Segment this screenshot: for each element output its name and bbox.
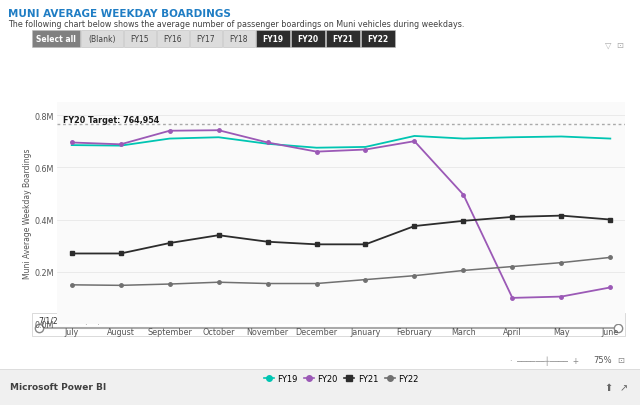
- Text: FY20: FY20: [298, 35, 319, 44]
- Text: ⬆: ⬆: [604, 382, 612, 392]
- FancyBboxPatch shape: [291, 31, 325, 48]
- Text: ▽: ▽: [605, 41, 611, 50]
- FancyBboxPatch shape: [190, 31, 222, 48]
- FancyBboxPatch shape: [81, 31, 123, 48]
- Legend: FY19, FY20, FY21, FY22: FY19, FY20, FY21, FY22: [260, 371, 422, 386]
- Text: FY16: FY16: [164, 35, 182, 44]
- Text: ⊡: ⊡: [616, 41, 623, 50]
- Text: (Blank): (Blank): [88, 35, 116, 44]
- FancyBboxPatch shape: [361, 31, 395, 48]
- Text: FY17: FY17: [196, 35, 215, 44]
- Text: ⊡: ⊡: [617, 356, 624, 364]
- Text: Microsoft Power BI: Microsoft Power BI: [10, 383, 106, 392]
- FancyBboxPatch shape: [223, 31, 255, 48]
- FancyBboxPatch shape: [157, 31, 189, 48]
- Text: FY20 Target: 764,954: FY20 Target: 764,954: [63, 116, 159, 125]
- FancyBboxPatch shape: [0, 369, 640, 405]
- Text: FY19: FY19: [262, 35, 284, 44]
- Text: FY21: FY21: [332, 35, 353, 44]
- FancyBboxPatch shape: [32, 313, 625, 336]
- Text: FY15: FY15: [131, 35, 149, 44]
- Text: 7/1/2013: 7/1/2013: [38, 316, 72, 325]
- FancyBboxPatch shape: [256, 31, 290, 48]
- Text: ↗: ↗: [620, 382, 628, 392]
- Text: 9/30/2022: 9/30/2022: [82, 316, 121, 325]
- FancyBboxPatch shape: [326, 31, 360, 48]
- Text: FY22: FY22: [367, 35, 388, 44]
- Text: FY18: FY18: [230, 35, 248, 44]
- FancyBboxPatch shape: [124, 31, 156, 48]
- Text: 75%: 75%: [593, 356, 612, 364]
- FancyBboxPatch shape: [32, 31, 80, 48]
- Text: MUNI AVERAGE WEEKDAY BOARDINGS: MUNI AVERAGE WEEKDAY BOARDINGS: [8, 9, 231, 19]
- Y-axis label: Muni Average Weekday Boardings: Muni Average Weekday Boardings: [23, 148, 32, 279]
- Text: ·  ──────┼────  +: · ──────┼──── +: [510, 355, 579, 365]
- Text: The following chart below shows the average number of passenger boardings on Mun: The following chart below shows the aver…: [8, 20, 465, 29]
- Text: Select all: Select all: [36, 35, 76, 44]
